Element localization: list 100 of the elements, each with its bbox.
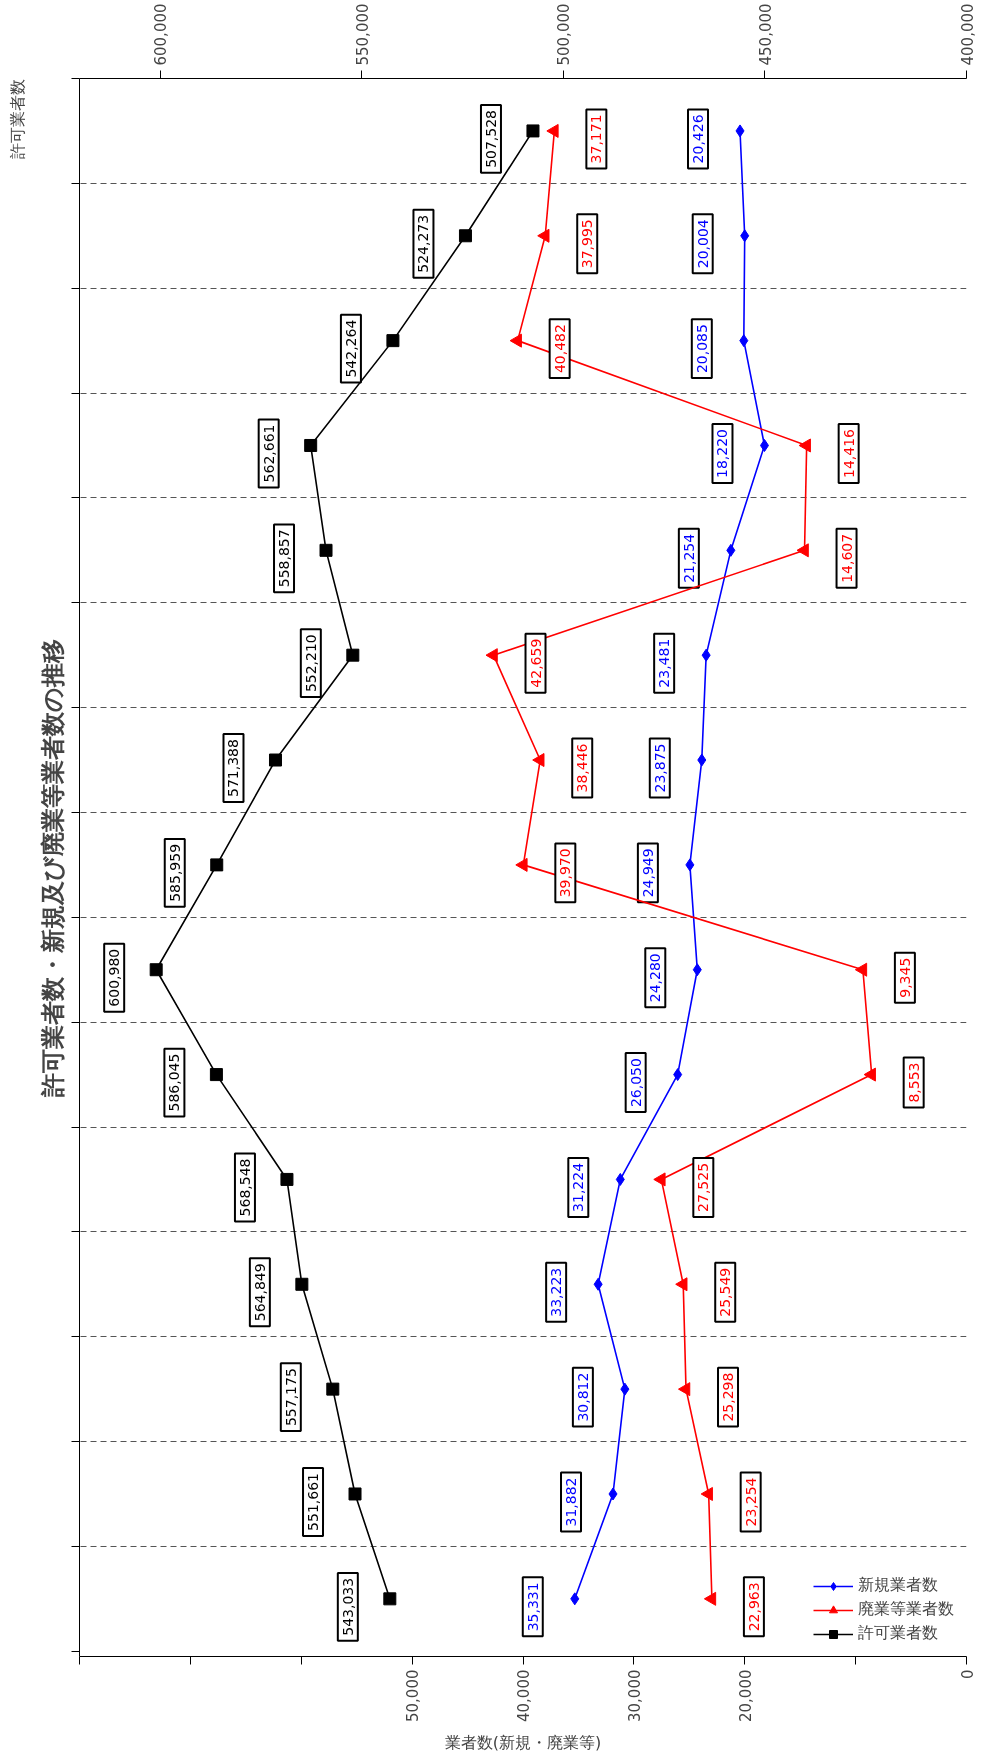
point: [678, 1382, 691, 1397]
point: [532, 753, 545, 768]
point: [319, 543, 333, 557]
point: [570, 1592, 580, 1606]
point: [703, 1591, 717, 1606]
data-label: 543,033: [339, 1577, 356, 1636]
data-label: 562,661: [260, 424, 277, 483]
point: [675, 1277, 688, 1292]
point: [759, 438, 769, 452]
data-label: 33,223: [548, 1267, 565, 1317]
data-label: 568,548: [236, 1158, 253, 1217]
data-label: 20,426: [690, 114, 707, 164]
data-label: 524,273: [415, 214, 432, 273]
data-label: 25,549: [717, 1267, 734, 1317]
legend-label: 廃業等業者数: [858, 1599, 954, 1620]
x2-axis-title: 許可業者数: [7, 78, 27, 159]
point: [796, 543, 809, 558]
x-tick-label: 0: [958, 1669, 977, 1680]
point: [863, 1067, 876, 1082]
point: [673, 1068, 683, 1082]
point: [348, 1487, 362, 1501]
data-label: 42,659: [527, 638, 544, 688]
point: [485, 648, 498, 663]
data-label: 558,857: [276, 529, 293, 588]
point: [740, 229, 750, 243]
data-label: 18,220: [714, 428, 731, 478]
data-label: 552,210: [302, 634, 319, 693]
data-label: 35,331: [524, 1582, 541, 1632]
point: [526, 124, 540, 138]
point: [593, 1277, 603, 1291]
x2-tick-label: 400,000: [958, 3, 977, 66]
point: [386, 334, 400, 348]
point: [697, 753, 707, 767]
point: [209, 1068, 223, 1082]
point: [509, 333, 522, 348]
point: [653, 1172, 666, 1187]
data-label: 9,345: [896, 957, 913, 998]
data-label: 27,525: [695, 1162, 712, 1212]
data-label: 542,264: [342, 319, 359, 378]
point: [739, 334, 749, 348]
data-label: 14,607: [838, 533, 855, 583]
point: [304, 438, 318, 452]
data-label: 22,963: [745, 1582, 762, 1632]
point: [735, 124, 745, 138]
point: [700, 1486, 713, 1501]
x2-tick-label: 600,000: [152, 3, 171, 66]
data-label: 25,298: [720, 1372, 737, 1422]
data-label: 31,224: [570, 1162, 587, 1212]
point: [620, 1382, 630, 1396]
point: [692, 963, 702, 977]
data-label: 23,875: [651, 743, 668, 793]
x-tick-label: 40,000: [515, 1669, 533, 1722]
data-label: 21,254: [680, 533, 697, 583]
point: [685, 858, 695, 872]
legend-label: 許可業者数: [858, 1623, 938, 1644]
text: 許可業者数・新規及び廃業等業者数の推移: [38, 638, 67, 1098]
data-label: 24,280: [647, 953, 664, 1003]
data-label: 23,254: [742, 1477, 759, 1527]
data-label: 551,661: [305, 1473, 322, 1531]
data-label: 600,980: [106, 948, 123, 1007]
data-label: 20,004: [694, 219, 711, 269]
point: [615, 1172, 625, 1186]
point: [210, 858, 224, 872]
data-label: 38,446: [574, 743, 591, 793]
data-label: 23,481: [656, 638, 673, 688]
data-label: 14,416: [840, 428, 857, 478]
point: [546, 123, 559, 138]
data-label: 31,882: [563, 1477, 580, 1527]
x-tick-label: 20,000: [736, 1669, 755, 1722]
data-label: 39,970: [557, 848, 574, 898]
data-label: 40,482: [551, 324, 568, 374]
data-label: 571,388: [225, 739, 242, 797]
x-tick-label: 50,000: [404, 1669, 423, 1722]
x2-tick-label: 450,000: [756, 3, 775, 66]
point: [515, 857, 528, 872]
data-label: 507,528: [482, 109, 499, 168]
point: [280, 1172, 294, 1186]
point: [295, 1277, 309, 1291]
point: [458, 229, 472, 243]
point: [537, 228, 550, 243]
data-label: 585,959: [166, 843, 183, 902]
x-axis-title: 業者数(新規・廃業等): [444, 1732, 602, 1752]
data-label: 564,849: [251, 1263, 268, 1322]
point: [798, 438, 811, 453]
data-label: 557,175: [282, 1368, 299, 1427]
point: [854, 962, 868, 977]
data-label: 8,553: [905, 1062, 922, 1103]
point: [268, 753, 282, 767]
legend-label: 新規業者数: [858, 1575, 938, 1596]
point: [326, 1382, 340, 1396]
data-label: 37,171: [588, 114, 605, 164]
data-label: 24,949: [639, 848, 656, 898]
point: [383, 1592, 397, 1606]
point: [346, 648, 360, 662]
x-tick-label: 30,000: [625, 1669, 644, 1722]
x2-tick-label: 550,000: [353, 3, 372, 66]
data-label: 26,050: [627, 1058, 644, 1108]
point: [149, 963, 163, 977]
x2-tick-label: 500,000: [555, 3, 574, 66]
point: [726, 543, 736, 557]
